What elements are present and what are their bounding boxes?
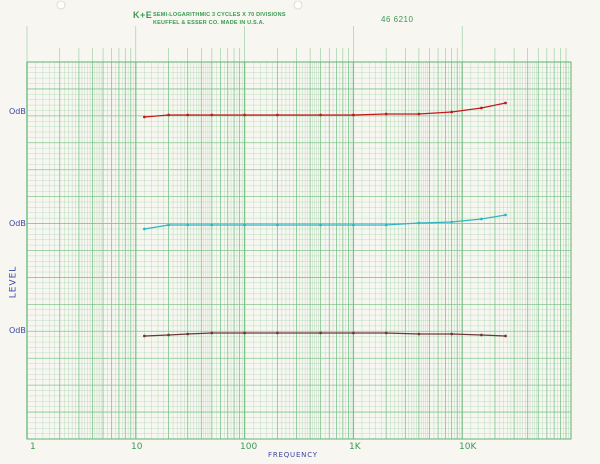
x-axis-label: FREQUENCY — [268, 451, 318, 459]
data-point-0-1 — [167, 113, 171, 117]
data-point-2-7 — [352, 331, 355, 335]
y-level-label-cyan: OdB — [9, 219, 26, 228]
data-point-0-5 — [276, 113, 279, 117]
data-point-0-11 — [480, 106, 483, 110]
x-tick-label-10k: 10K — [459, 442, 477, 452]
data-point-2-3 — [210, 331, 214, 335]
data-point-2-6 — [319, 331, 322, 335]
y-axis-label: LEVEL — [8, 265, 19, 299]
data-point-1-7 — [352, 223, 355, 227]
data-point-0-2 — [186, 113, 190, 117]
data-point-2-5 — [276, 331, 279, 335]
data-point-1-9 — [417, 221, 421, 225]
data-point-1-11 — [480, 217, 483, 221]
data-point-1-10 — [450, 220, 454, 224]
response-curves — [143, 101, 507, 338]
data-point-0-6 — [319, 113, 322, 117]
data-point-2-12 — [504, 334, 507, 338]
data-point-0-0 — [143, 115, 146, 119]
x-tick-label-10: 10 — [131, 442, 143, 452]
x-tick-label-100: 100 — [240, 442, 258, 452]
x-tick-label-1: 1 — [30, 442, 36, 452]
data-point-2-4 — [243, 331, 247, 335]
catalog-number: 46 6210 — [381, 15, 414, 24]
data-point-2-1 — [167, 333, 171, 337]
y-level-label-brown: OdB — [9, 326, 26, 335]
data-point-1-5 — [276, 223, 279, 227]
data-point-1-4 — [243, 223, 247, 227]
data-point-1-12 — [504, 213, 507, 217]
brand-logo: K+E — [133, 10, 153, 20]
data-point-0-12 — [504, 101, 507, 105]
minor-horizontal-grid — [27, 67, 571, 434]
data-point-0-10 — [450, 110, 454, 114]
grid-border — [26, 61, 572, 440]
data-point-2-2 — [186, 332, 190, 336]
top-cycle-scale — [26, 26, 567, 62]
data-point-2-9 — [417, 332, 421, 336]
data-point-2-8 — [384, 331, 388, 335]
data-point-1-0 — [143, 227, 146, 231]
manufacturer-text: KEUFFEL & ESSER CO. MADE IN U.S.A. — [153, 20, 265, 26]
data-point-0-4 — [243, 113, 247, 117]
data-point-1-2 — [186, 223, 190, 227]
data-point-2-10 — [450, 332, 454, 336]
x-tick-label-1k: 1K — [349, 442, 361, 452]
data-point-0-9 — [417, 112, 421, 116]
data-point-0-8 — [384, 112, 388, 116]
data-point-1-3 — [210, 223, 214, 227]
punch-holes — [56, 0, 303, 10]
data-point-1-6 — [319, 223, 322, 227]
data-point-0-7 — [352, 113, 355, 117]
data-point-2-11 — [480, 333, 483, 337]
punch-hole — [56, 0, 66, 10]
data-point-1-1 — [167, 223, 171, 227]
paper-spec-text: SEMI-LOGARITHMIC 3 CYCLES X 70 DIVISIONS — [153, 12, 286, 18]
data-point-1-8 — [384, 223, 388, 227]
y-level-label-red: OdB — [9, 107, 26, 116]
major-horizontal-grid — [27, 61, 571, 440]
punch-hole — [293, 0, 303, 10]
data-point-0-3 — [210, 113, 214, 117]
data-point-2-0 — [143, 334, 146, 338]
